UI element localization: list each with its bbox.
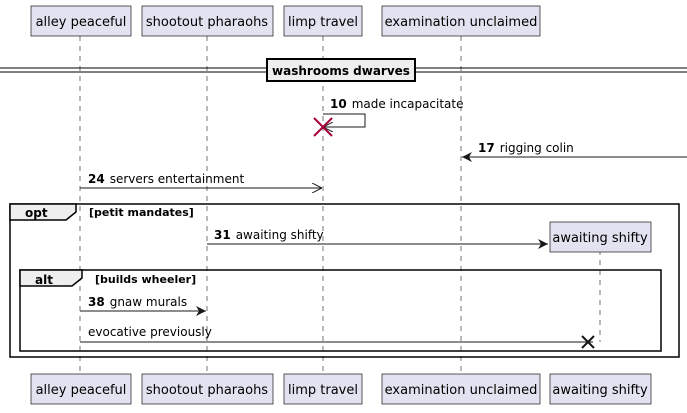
message-text: evocative previously [88, 325, 212, 339]
participant-awaiting-shifty-bottom[interactable]: awaiting shifty [549, 373, 652, 405]
participant-label: limp travel [288, 15, 358, 30]
divider: washrooms dwarves [0, 58, 687, 82]
participant-examination-unclaimed-bottom[interactable]: examination unclaimed [381, 373, 541, 405]
participant-label: awaiting shifty [552, 383, 648, 398]
participant-alley-peaceful-top[interactable]: alley peaceful [30, 5, 132, 37]
destroy-icon [581, 335, 595, 349]
message-number: 24 [88, 172, 105, 186]
message-text: gnaw murals [110, 295, 187, 309]
participant-label: examination unclaimed [385, 15, 538, 30]
opt-fragment: opt [petit mandates] [9, 203, 680, 358]
message-text: made incapacitate [352, 97, 464, 111]
participant-shootout-pharaohs-top[interactable]: shootout pharaohs [141, 5, 274, 37]
participant-alley-peaceful-bottom[interactable]: alley peaceful [30, 373, 132, 405]
lifelines [79, 36, 601, 374]
message-10[interactable]: 10 made incapacitate [313, 97, 464, 137]
message-text: rigging colin [500, 141, 574, 155]
participant-awaiting-shifty-created[interactable]: awaiting shifty [549, 221, 652, 253]
message-24[interactable]: 24 servers entertainment [80, 172, 322, 188]
alt-fragment: alt [builds wheeler] [19, 269, 662, 352]
message-number: 10 [330, 97, 347, 111]
participant-limp-travel-top[interactable]: limp travel [283, 5, 363, 37]
message-17[interactable]: 17 rigging colin [462, 141, 687, 162]
message-38[interactable]: 38 gnaw murals [80, 295, 206, 316]
alt-guard: [builds wheeler] [95, 273, 196, 286]
message-evocative-previously[interactable]: evocative previously [80, 325, 595, 349]
participant-examination-unclaimed-top[interactable]: examination unclaimed [381, 5, 541, 37]
participant-label: shootout pharaohs [146, 15, 268, 30]
participant-label: alley peaceful [36, 15, 127, 30]
participant-shootout-pharaohs-bottom[interactable]: shootout pharaohs [141, 373, 274, 405]
participant-label: shootout pharaohs [146, 383, 268, 398]
destroy-icon [313, 117, 333, 137]
participant-label: awaiting shifty [552, 231, 648, 246]
opt-keyword: opt [25, 206, 48, 220]
divider-label: washrooms dwarves [272, 64, 410, 78]
participant-label: limp travel [288, 383, 358, 398]
message-text: awaiting shifty [236, 228, 324, 242]
alt-keyword: alt [35, 273, 53, 287]
message-number: 31 [214, 228, 231, 242]
participant-label: alley peaceful [36, 383, 127, 398]
message-text: servers entertainment [110, 172, 245, 186]
message-number: 38 [88, 295, 105, 309]
participant-label: examination unclaimed [385, 383, 538, 398]
message-number: 17 [478, 141, 495, 155]
message-31[interactable]: 31 awaiting shifty [207, 228, 548, 249]
opt-guard: [petit mandates] [89, 206, 194, 219]
participant-limp-travel-bottom[interactable]: limp travel [283, 373, 363, 405]
